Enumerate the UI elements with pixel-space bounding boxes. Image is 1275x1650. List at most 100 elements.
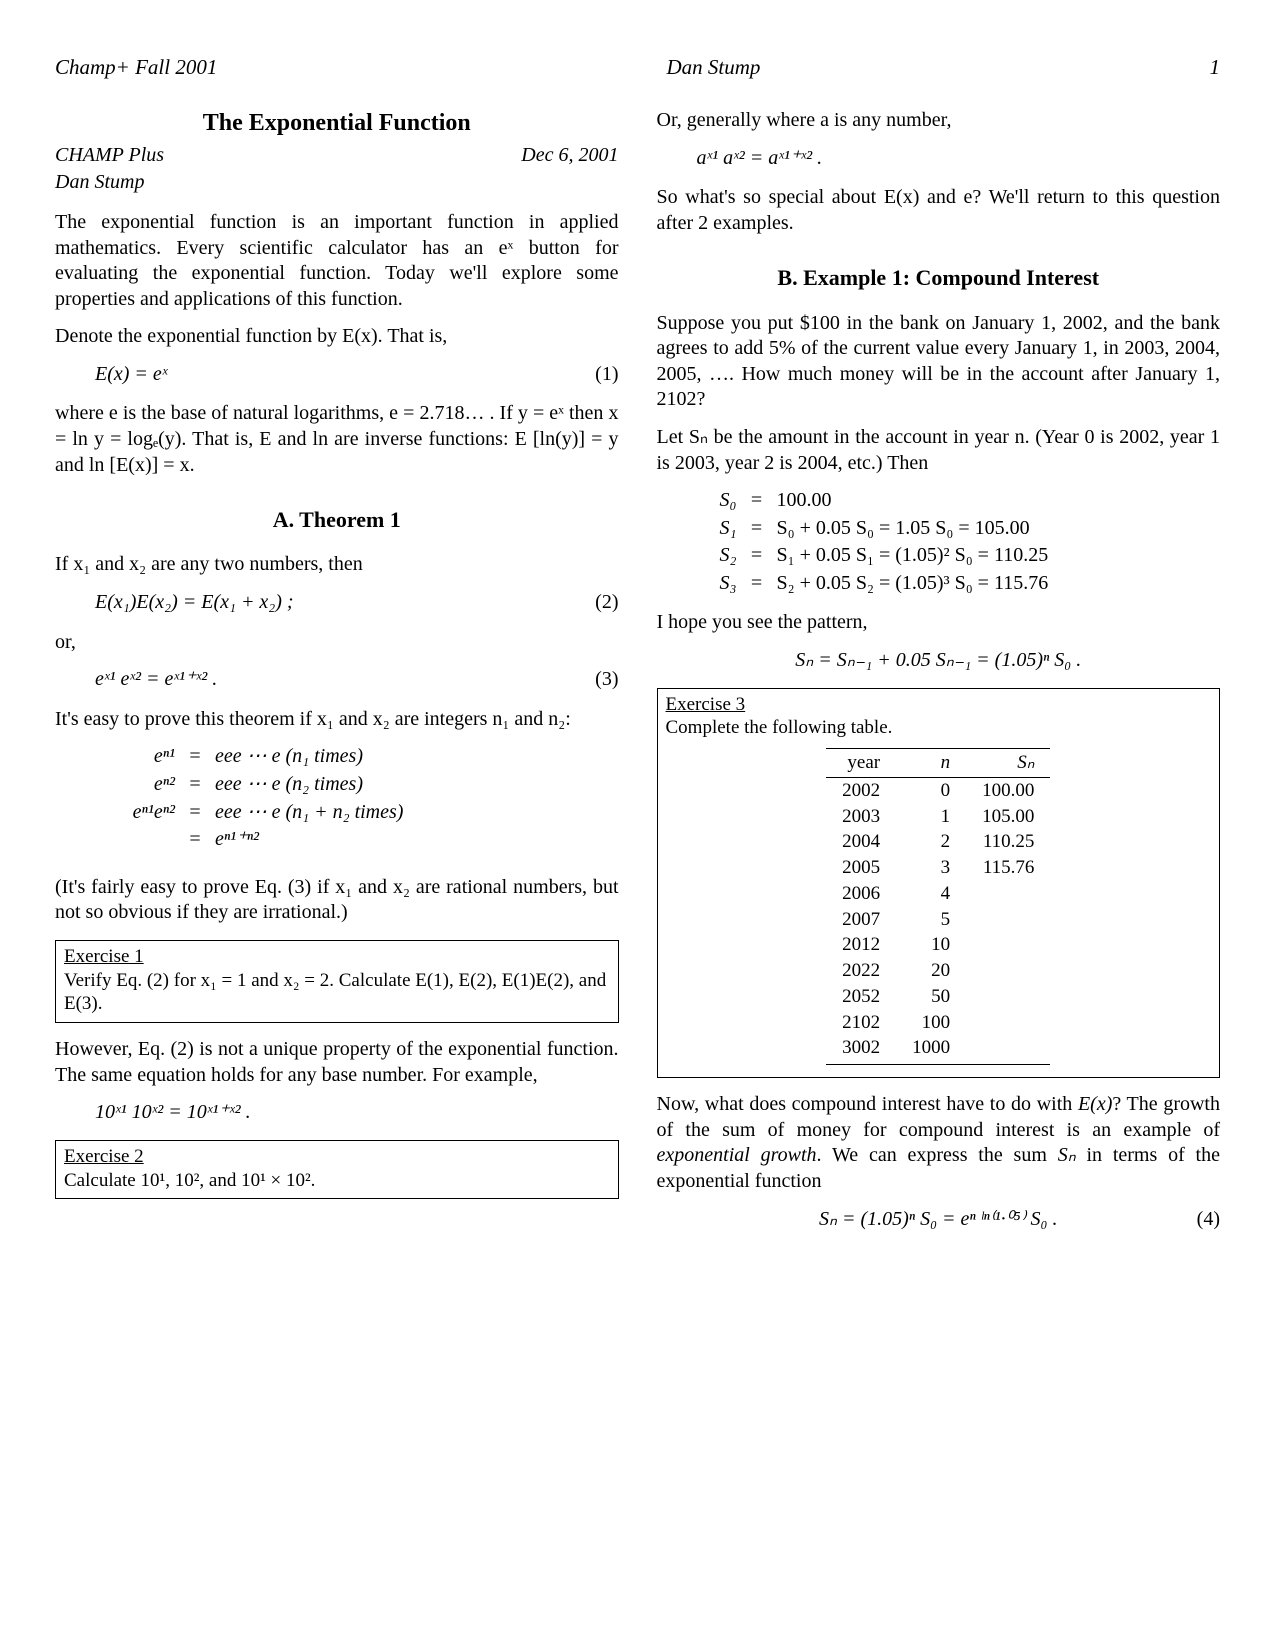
proof-r4-lhs bbox=[55, 827, 185, 853]
intro-paragraph: The exponential function is an important… bbox=[55, 210, 619, 312]
table-cell bbox=[966, 1010, 1050, 1036]
table-cell: 100.00 bbox=[966, 777, 1050, 803]
proof-r1-lhs: eⁿ¹ bbox=[55, 744, 185, 770]
table-cell: 20 bbox=[896, 958, 966, 984]
doc-title: The Exponential Function bbox=[55, 108, 619, 139]
table-row: 205250 bbox=[826, 984, 1050, 1010]
equation-1: E(x) = eˣ (1) bbox=[55, 362, 619, 388]
header-center: Dan Stump bbox=[666, 55, 760, 80]
calc-r2-rhs: S₁ + 0.05 S₁ = (1.05)² S₀ = 110.25 bbox=[767, 543, 1049, 569]
eq4-number: (4) bbox=[1180, 1207, 1220, 1233]
compound-para1: Suppose you put $100 in the bank on Janu… bbox=[657, 311, 1221, 413]
base-e-paragraph: where e is the base of natural logarithm… bbox=[55, 401, 619, 478]
closing-paragraph: Now, what does compound interest have to… bbox=[657, 1092, 1221, 1194]
denote-paragraph: Denote the exponential function by E(x).… bbox=[55, 324, 619, 350]
table-cell: 2102 bbox=[826, 1010, 896, 1036]
equals-sign: = bbox=[747, 516, 767, 542]
table-row: 2102100 bbox=[826, 1010, 1050, 1036]
meta-row: CHAMP Plus Dec 6, 2001 bbox=[55, 143, 619, 169]
equals-sign: = bbox=[185, 744, 205, 770]
table-cell: 2012 bbox=[826, 932, 896, 958]
table-cell: 2003 bbox=[826, 804, 896, 830]
table-row: 202220 bbox=[826, 958, 1050, 984]
exercise-2-body: Calculate 10¹, 10², and 10¹ × 10². bbox=[64, 1170, 315, 1191]
calc-r3-rhs: S₂ + 0.05 S₂ = (1.05)³ S₀ = 115.76 bbox=[767, 571, 1049, 597]
table-cell bbox=[966, 1035, 1050, 1064]
th-n: n bbox=[896, 749, 966, 778]
equals-sign: = bbox=[747, 543, 767, 569]
calc-row-3: S₃ = S₂ + 0.05 S₂ = (1.05)³ S₀ = 115.76 bbox=[697, 571, 1221, 597]
pattern-paragraph: I hope you see the pattern, bbox=[657, 610, 1221, 636]
table-header-row: year n Sₙ bbox=[826, 749, 1050, 778]
rational-note: (It's fairly easy to prove Eq. (3) if x₁… bbox=[55, 875, 619, 926]
eq3-number: (3) bbox=[579, 667, 619, 693]
table-cell: 4 bbox=[896, 881, 966, 907]
equals-sign: = bbox=[747, 488, 767, 514]
exercise-3-title: Exercise 3 bbox=[666, 694, 746, 715]
equation-sn: Sₙ = Sₙ₋₁ + 0.05 Sₙ₋₁ = (1.05)ⁿ S₀ . bbox=[657, 648, 1221, 674]
two-column-layout: The Exponential Function CHAMP Plus Dec … bbox=[55, 108, 1220, 1246]
table-cell: 10 bbox=[896, 932, 966, 958]
table-cell: 2002 bbox=[826, 777, 896, 803]
th-sn: Sₙ bbox=[966, 749, 1050, 778]
proof-block: eⁿ¹ = eee ⋯ e (n₁ times) eⁿ² = eee ⋯ e (… bbox=[55, 744, 619, 852]
table-cell: 2022 bbox=[826, 958, 896, 984]
equals-sign: = bbox=[747, 571, 767, 597]
equals-sign: = bbox=[185, 800, 205, 826]
header-right: 1 bbox=[1209, 55, 1220, 80]
page-header: Champ+ Fall 2001 Dan Stump 1 bbox=[55, 55, 1220, 80]
calc-r0-lhs: S₀ bbox=[697, 488, 747, 514]
table-row: 20042110.25 bbox=[826, 829, 1050, 855]
table-cell: 2 bbox=[896, 829, 966, 855]
proof-r2-rhs: eee ⋯ e (n₂ times) bbox=[205, 772, 363, 798]
compound-table: year n Sₙ 20020100.0020031105.0020042110… bbox=[826, 748, 1050, 1065]
compound-para2: Let Sₙ be the amount in the account in y… bbox=[657, 425, 1221, 476]
table-cell: 2052 bbox=[826, 984, 896, 1010]
table-cell bbox=[966, 907, 1050, 933]
table-cell: 1000 bbox=[896, 1035, 966, 1064]
proof-r4-rhs: eⁿ¹⁺ⁿ² bbox=[205, 827, 259, 853]
theorem-intro: If x₁ and x₂ are any two numbers, then bbox=[55, 552, 619, 578]
table-cell: 50 bbox=[896, 984, 966, 1010]
or-text: or, bbox=[55, 630, 619, 656]
equation-3: eˣ¹ eˣ² = eˣ¹⁺ˣ² . (3) bbox=[55, 667, 619, 693]
calc-row-1: S₁ = S₀ + 0.05 S₀ = 1.05 S₀ = 105.00 bbox=[697, 516, 1221, 542]
table-row: 20031105.00 bbox=[826, 804, 1050, 830]
generally-paragraph: Or, generally where a is any number, bbox=[657, 108, 1221, 134]
eq3-body: eˣ¹ eˣ² = eˣ¹⁺ˣ² . bbox=[55, 667, 579, 693]
section-b-heading: B. Example 1: Compound Interest bbox=[657, 264, 1221, 292]
right-column: Or, generally where a is any number, aˣ¹… bbox=[657, 108, 1221, 1246]
proof-r3-lhs: eⁿ¹eⁿ² bbox=[55, 800, 185, 826]
however-paragraph: However, Eq. (2) is not a unique propert… bbox=[55, 1037, 619, 1088]
calc-row-2: S₂ = S₁ + 0.05 S₁ = (1.05)² S₀ = 110.25 bbox=[697, 543, 1221, 569]
proof-intro: It's easy to prove this theorem if x₁ an… bbox=[55, 707, 619, 733]
equation-4: Sₙ = (1.05)ⁿ S₀ = eⁿ ˡⁿ⁽¹·⁰⁵⁾ S₀ . (4) bbox=[657, 1207, 1221, 1233]
page: Champ+ Fall 2001 Dan Stump 1 The Exponen… bbox=[0, 0, 1275, 1650]
proof-row-2: eⁿ² = eee ⋯ e (n₂ times) bbox=[55, 772, 619, 798]
calc-row-0: S₀ = 100.00 bbox=[697, 488, 1221, 514]
table-cell: 115.76 bbox=[966, 855, 1050, 881]
proof-r2-lhs: eⁿ² bbox=[55, 772, 185, 798]
table-row: 20020100.00 bbox=[826, 777, 1050, 803]
table-cell: 3 bbox=[896, 855, 966, 881]
table-row: 20064 bbox=[826, 881, 1050, 907]
proof-row-1: eⁿ¹ = eee ⋯ e (n₁ times) bbox=[55, 744, 619, 770]
exercise-2-title: Exercise 2 bbox=[64, 1146, 144, 1167]
exercise-1-body: Verify Eq. (2) for x₁ = 1 and x₂ = 2. Ca… bbox=[64, 970, 606, 1015]
exercise-3-body: Complete the following table. bbox=[666, 717, 893, 738]
eq1-number: (1) bbox=[579, 362, 619, 388]
exercise-2-box: Exercise 2 Calculate 10¹, 10², and 10¹ ×… bbox=[55, 1140, 619, 1200]
table-cell bbox=[966, 958, 1050, 984]
eq1-body: E(x) = eˣ bbox=[55, 362, 579, 388]
equals-sign: = bbox=[185, 827, 205, 853]
equation-2: E(x₁)E(x₂) = E(x₁ + x₂) ; (2) bbox=[55, 590, 619, 616]
calc-r2-lhs: S₂ bbox=[697, 543, 747, 569]
table-cell: 2007 bbox=[826, 907, 896, 933]
proof-r3-rhs: eee ⋯ e (n₁ + n₂ times) bbox=[205, 800, 403, 826]
table-row: 20075 bbox=[826, 907, 1050, 933]
compound-calc-block: S₀ = 100.00 S₁ = S₀ + 0.05 S₀ = 1.05 S₀ … bbox=[697, 488, 1221, 596]
exercise-1-title: Exercise 1 bbox=[64, 946, 144, 967]
table-cell bbox=[966, 881, 1050, 907]
calc-r3-lhs: S₃ bbox=[697, 571, 747, 597]
calc-r1-rhs: S₀ + 0.05 S₀ = 1.05 S₀ = 105.00 bbox=[767, 516, 1030, 542]
